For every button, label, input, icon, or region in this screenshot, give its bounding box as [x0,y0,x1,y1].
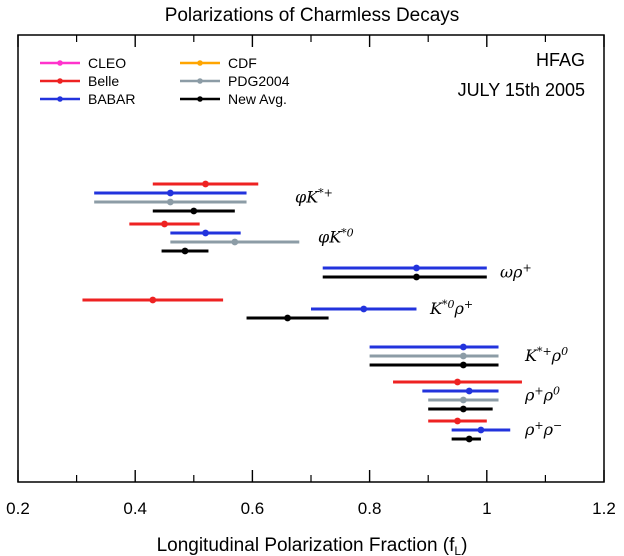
data-point [459,396,467,404]
data-point [413,264,420,272]
x-tick-label: 0.4 [123,499,147,518]
legend-swatch-marker [197,60,203,66]
data-point [477,426,485,434]
x-tick-label: 1.2 [592,499,616,518]
data-point [190,207,198,215]
data-point [231,238,239,246]
data-point [413,273,420,281]
data-series [82,180,522,443]
x-tick-label: 0.6 [241,499,265,518]
data-point [149,296,157,304]
chart-title: Polarizations of Charmless Decays [165,5,460,26]
data-point [454,378,461,386]
legend-label: Belle [88,73,119,89]
legend-label: CDF [228,55,257,71]
decay-label: K*0ρ+ [429,298,473,319]
x-axis-label: Longitudinal Polarization Fraction (fL) [157,535,468,556]
legend-swatch-marker [57,96,63,102]
legend-label: New Avg. [228,91,287,107]
data-point [465,435,473,443]
data-point [284,314,291,322]
x-tick-label: 1 [482,499,491,518]
legend-swatch-marker [57,78,63,84]
data-point [161,220,168,228]
annotation-date: JULY 15th 2005 [458,80,585,100]
legend-swatch-marker [197,96,203,102]
data-point [202,180,209,188]
data-point [459,405,467,413]
x-axis-ticks [17,35,605,482]
legend: CLEO Belle BABAR CDF PDG2004 New Avg. [40,55,290,107]
data-point [459,352,467,360]
x-axis-tick-labels: 0.2 0.4 0.6 0.8 1 1.2 [6,499,616,518]
data-point [360,305,368,313]
legend-label: CLEO [88,55,126,71]
decay-labels: φK*+ φK*0 ωρ+ K*0ρ+ K*+ρ0 ρ+ρ0 ρ+ρ− [295,186,568,439]
data-point [459,343,467,351]
decay-label: ωρ+ [500,261,532,282]
decay-label: K*+ρ0 [524,345,568,366]
data-point [166,189,174,197]
data-point [454,417,461,425]
legend-swatch-marker [197,78,203,84]
x-tick-label: 0.2 [6,499,30,518]
x-tick-label: 0.8 [358,499,382,518]
data-point [459,361,467,369]
annotation-hfag: HFAG [536,50,585,70]
legend-label: BABAR [88,91,135,107]
decay-label: φK*+ [295,186,333,207]
legend-label: PDG2004 [228,73,290,89]
data-point [202,229,209,237]
data-point [465,387,473,395]
legend-swatch-marker [57,60,63,66]
decay-label: ρ+ρ0 [524,384,560,405]
data-point [166,198,174,206]
decay-label: φK*0 [318,226,354,247]
data-point [181,247,189,255]
decay-label: ρ+ρ− [524,419,562,440]
